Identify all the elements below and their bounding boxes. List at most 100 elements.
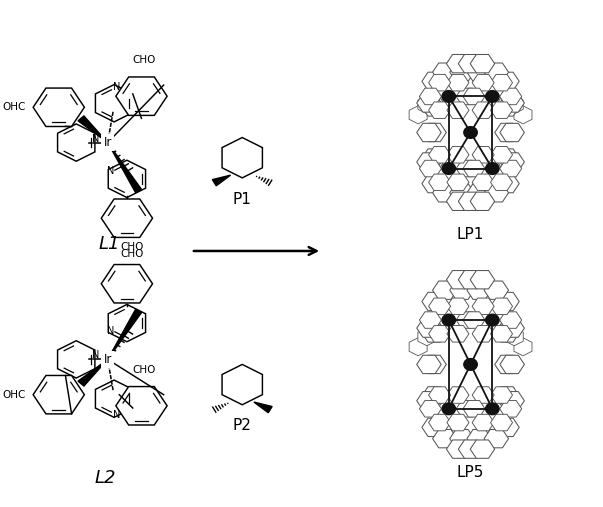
Polygon shape [108, 309, 142, 359]
Polygon shape [420, 88, 441, 104]
Polygon shape [490, 387, 513, 403]
Text: N: N [92, 350, 99, 360]
Polygon shape [472, 325, 494, 342]
Polygon shape [432, 281, 457, 299]
Polygon shape [500, 160, 522, 177]
Polygon shape [116, 386, 167, 425]
Polygon shape [116, 77, 167, 116]
Polygon shape [472, 414, 494, 431]
Polygon shape [429, 147, 450, 163]
Polygon shape [450, 184, 474, 202]
Polygon shape [417, 319, 441, 337]
Polygon shape [456, 88, 478, 104]
Polygon shape [495, 174, 519, 193]
Polygon shape [458, 271, 483, 289]
Polygon shape [78, 116, 108, 142]
Polygon shape [490, 147, 513, 163]
Polygon shape [467, 281, 491, 299]
Text: OHC: OHC [3, 102, 26, 112]
Circle shape [464, 127, 478, 138]
Polygon shape [212, 175, 230, 186]
Text: N: N [107, 166, 115, 176]
Text: P2: P2 [233, 418, 251, 433]
Text: LP5: LP5 [457, 465, 484, 480]
Polygon shape [422, 72, 446, 91]
Polygon shape [514, 338, 532, 356]
Polygon shape [420, 312, 441, 329]
Polygon shape [429, 102, 450, 119]
Polygon shape [420, 160, 441, 177]
Polygon shape [418, 328, 436, 346]
Polygon shape [422, 98, 446, 116]
Polygon shape [463, 312, 485, 329]
Polygon shape [78, 359, 108, 386]
Polygon shape [505, 328, 523, 346]
Polygon shape [447, 298, 469, 314]
Polygon shape [447, 387, 469, 403]
Polygon shape [417, 94, 441, 112]
Polygon shape [417, 153, 441, 171]
Polygon shape [500, 88, 522, 104]
Polygon shape [422, 123, 446, 141]
Polygon shape [495, 387, 519, 405]
Circle shape [442, 403, 455, 415]
Polygon shape [472, 298, 494, 314]
Polygon shape [484, 184, 508, 202]
Circle shape [485, 403, 499, 415]
Polygon shape [490, 325, 513, 342]
Polygon shape [417, 123, 441, 141]
Polygon shape [447, 414, 469, 431]
Polygon shape [447, 174, 469, 191]
Polygon shape [500, 391, 525, 410]
Polygon shape [57, 341, 95, 378]
Polygon shape [458, 440, 483, 458]
Circle shape [485, 314, 499, 326]
Text: OHC: OHC [3, 390, 26, 400]
Polygon shape [490, 414, 513, 431]
Polygon shape [456, 160, 478, 177]
Polygon shape [108, 142, 142, 193]
Polygon shape [447, 102, 469, 119]
Polygon shape [495, 324, 519, 342]
Polygon shape [429, 298, 450, 314]
Polygon shape [450, 63, 474, 81]
Polygon shape [490, 298, 513, 314]
Polygon shape [447, 325, 469, 342]
Circle shape [485, 163, 499, 174]
Polygon shape [418, 96, 436, 114]
Polygon shape [472, 75, 494, 91]
Text: Ir: Ir [104, 353, 112, 366]
Polygon shape [495, 123, 519, 141]
Polygon shape [422, 418, 446, 437]
Polygon shape [472, 102, 494, 119]
Polygon shape [420, 401, 441, 417]
Text: CHO: CHO [120, 249, 144, 260]
Polygon shape [417, 355, 441, 374]
Polygon shape [495, 293, 519, 311]
Polygon shape [463, 401, 485, 417]
Polygon shape [417, 391, 441, 410]
Polygon shape [484, 429, 508, 448]
Polygon shape [500, 94, 525, 112]
Text: L1: L1 [99, 235, 120, 254]
Polygon shape [470, 271, 494, 289]
Text: N: N [92, 133, 99, 143]
Polygon shape [222, 137, 262, 178]
Text: Ir: Ir [104, 136, 112, 149]
Polygon shape [222, 365, 262, 405]
Polygon shape [470, 54, 494, 73]
Circle shape [464, 358, 478, 370]
Polygon shape [254, 402, 272, 413]
Polygon shape [472, 387, 494, 403]
Polygon shape [432, 429, 457, 448]
Polygon shape [490, 75, 513, 91]
Text: N: N [107, 325, 115, 336]
Polygon shape [514, 106, 532, 124]
Polygon shape [429, 325, 450, 342]
Polygon shape [447, 147, 469, 163]
Polygon shape [422, 355, 446, 374]
Polygon shape [447, 75, 469, 91]
Polygon shape [422, 293, 446, 311]
Polygon shape [95, 85, 133, 122]
Polygon shape [446, 440, 471, 458]
